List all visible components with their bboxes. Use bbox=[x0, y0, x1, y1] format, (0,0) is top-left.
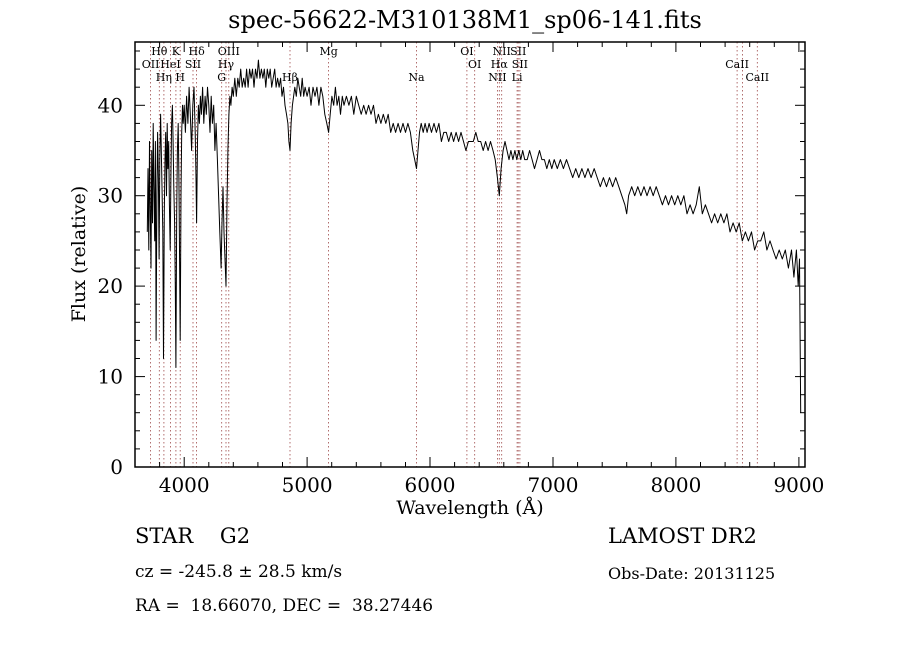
y-axis-label: Flux (relative) bbox=[68, 186, 90, 323]
ra-dec-value: RA = 18.66070, DEC = 38.27446 bbox=[135, 596, 434, 616]
spectral-line-label: K bbox=[172, 45, 181, 58]
spectral-line-label: Mg bbox=[319, 45, 337, 58]
spectral-line-label: SII bbox=[185, 58, 201, 71]
spectral-line-label: Hα bbox=[491, 58, 509, 71]
axes-box bbox=[134, 41, 806, 468]
spectral-line-label: Hγ bbox=[218, 58, 235, 71]
spectral-line-label: SII bbox=[510, 45, 526, 58]
x-axis-label: Wavelength (Å) bbox=[396, 497, 543, 519]
spectral-line-label: Na bbox=[408, 71, 425, 84]
spectral-line-label: SII bbox=[512, 58, 528, 71]
spectral-line-label: Hθ bbox=[151, 45, 168, 58]
spectral-line-label: CaII bbox=[745, 71, 769, 84]
spectral-line-label: G bbox=[217, 71, 226, 84]
y-tick-label: 0 bbox=[110, 455, 123, 479]
y-tick-label: 40 bbox=[98, 93, 123, 117]
survey-label: LAMOST DR2 bbox=[608, 524, 757, 548]
cz-value: cz = -245.8 ± 28.5 km/s bbox=[135, 562, 343, 582]
x-tick-label: 5000 bbox=[282, 473, 333, 497]
x-tick-label: 4000 bbox=[159, 473, 210, 497]
x-tick-label: 6000 bbox=[405, 473, 456, 497]
y-tick-label: 10 bbox=[98, 365, 123, 389]
spectral-line-label: Li bbox=[512, 71, 523, 84]
spectral-line-label: OII bbox=[142, 58, 160, 71]
spectral-line-label: OIII bbox=[218, 45, 240, 58]
object-class-label: STAR G2 bbox=[135, 524, 251, 548]
plot-layer: 4000 5000 6000 7000 8000 9000 0 10 20 30 40 Hθ K Hδ OI… bbox=[98, 41, 824, 497]
ticks-layer: 4000 5000 6000 7000 8000 9000 0 10 20 30 40 bbox=[98, 42, 824, 497]
spectral-line-label: OI bbox=[468, 58, 481, 71]
spectral-line-label: Hδ bbox=[188, 45, 205, 58]
spectral-line-label: OI bbox=[460, 45, 473, 58]
spectral-line-label: NII bbox=[493, 45, 511, 58]
x-tick-label: 7000 bbox=[528, 473, 579, 497]
x-tick-label: 9000 bbox=[773, 473, 824, 497]
spectral-line-label: NII bbox=[488, 71, 506, 84]
x-tick-label: 8000 bbox=[650, 473, 701, 497]
y-tick-label: 30 bbox=[98, 184, 123, 208]
spectrum-plot: spec-56622-M310138M1_sp06-141.fits 4000 5… bbox=[68, 6, 824, 519]
spectral-line-label: HeI bbox=[160, 58, 180, 71]
spectral-line-label: CaII bbox=[725, 58, 749, 71]
y-tick-label: 20 bbox=[98, 274, 123, 298]
spectral-line-markers bbox=[150, 42, 758, 467]
spectral-line-label: H bbox=[175, 71, 185, 84]
spectrum-path bbox=[146, 59, 802, 413]
spectral-line-label: Hη bbox=[156, 71, 172, 84]
plot-title: spec-56622-M310138M1_sp06-141.fits bbox=[228, 6, 702, 34]
obs-date: Obs-Date: 20131125 bbox=[608, 564, 776, 583]
spectral-line-label: Hβ bbox=[282, 71, 298, 84]
